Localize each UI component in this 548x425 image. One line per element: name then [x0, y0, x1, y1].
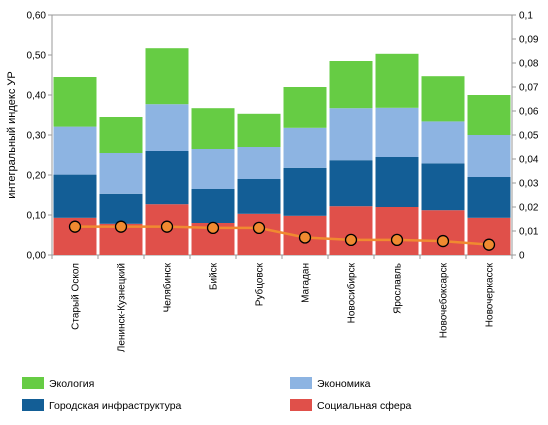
legend-swatch: [290, 399, 312, 411]
chart-bars: [53, 48, 511, 255]
y-tick-label: 0,50: [27, 51, 47, 62]
line-marker: [252, 221, 266, 235]
chart-labels: 0,00 0,10 0,20 0,30 0,40 0,50 0,60 0 0,01 0,02 0,0…: [27, 11, 539, 353]
x-tick-label: Новосибирск: [346, 262, 358, 323]
bar-segment: [375, 207, 419, 255]
bar-segment: [145, 48, 189, 105]
legend-label: Экология: [49, 378, 94, 390]
bar-segment: [99, 117, 143, 153]
line-marker: [68, 220, 82, 233]
line-marker: [298, 231, 312, 244]
line-marker: [206, 221, 220, 235]
legend-swatch: [290, 377, 312, 389]
chart-axes: [48, 14, 516, 259]
y2-tick-label: 0,03: [519, 179, 539, 190]
bar-segment: [237, 147, 281, 179]
legend-label: Социальная сфера: [317, 400, 412, 412]
chart-line: [68, 220, 496, 251]
bar-segment: [53, 77, 97, 127]
x-tick-label: Магадан: [301, 263, 312, 303]
bar-segment: [145, 151, 189, 205]
x-tick-label: Челябинск: [162, 262, 174, 312]
bar-segment: [283, 167, 327, 216]
bar-segment: [375, 157, 419, 207]
bar-segment: [329, 61, 373, 109]
legend: Экология Экономика Городская инфраструктур…: [22, 377, 412, 412]
y2-tick-label: 0,07: [519, 83, 539, 94]
bar-segment: [99, 153, 143, 194]
x-tick-label: Ярославль: [393, 263, 404, 314]
legend-label: Экономика: [317, 378, 371, 390]
line-marker: [390, 233, 404, 247]
bar-segment: [421, 76, 465, 122]
y2-tick-label: 0,08: [519, 59, 539, 70]
line-marker: [114, 220, 128, 233]
legend-swatch: [22, 377, 44, 389]
bar-segment: [421, 210, 465, 255]
y-tick-label: 0,00: [27, 251, 47, 262]
y-axis-title: интегральный индекс УР: [6, 71, 18, 198]
legend-label: Городская инфраструктура: [49, 400, 182, 412]
y-tick-label: 0,60: [27, 11, 47, 22]
bar-segment: [237, 113, 281, 147]
x-tick-label: Бийск: [209, 262, 220, 290]
y2-tick-label: 0,1: [519, 11, 533, 22]
bar-segment: [421, 163, 465, 211]
bar-segment: [283, 87, 327, 128]
bar-segment: [329, 108, 373, 161]
bar-segment: [237, 213, 281, 255]
line-marker: [344, 233, 358, 247]
y2-tick-label: 0,09: [519, 35, 539, 46]
bar-segment: [375, 107, 419, 157]
x-tick-label: Новочеркасск: [485, 262, 496, 327]
bar-segment: [467, 135, 511, 177]
y2-tick-label: 0,05: [519, 131, 539, 142]
bar-segment: [467, 95, 511, 135]
bar-segment: [191, 108, 235, 149]
y2-tick-label: 0,04: [519, 155, 539, 166]
bar-segment: [375, 53, 419, 108]
bar-segment: [191, 189, 235, 223]
bar-segment: [467, 177, 511, 218]
bar-segment: [145, 104, 189, 151]
bar-segment: [329, 160, 373, 207]
y-tick-label: 0,40: [27, 91, 47, 102]
y2-tick-label: 0,02: [519, 203, 539, 214]
bar-segment: [329, 206, 373, 255]
x-tick-label: Рубцовск: [254, 262, 266, 306]
bar-segment: [99, 193, 143, 224]
y2-tick-label: 0,01: [519, 227, 539, 238]
y2-tick-label: 0,06: [519, 107, 539, 118]
y-tick-label: 0,20: [27, 171, 47, 182]
legend-swatch: [22, 399, 44, 411]
line-marker: [436, 234, 450, 248]
y2-tick-label: 0: [519, 251, 525, 262]
y-tick-label: 0,30: [27, 131, 47, 142]
bar-segment: [191, 149, 235, 189]
x-tick-label: Новочебоксарск: [438, 262, 450, 338]
bar-segment: [53, 126, 97, 175]
bar-segment: [421, 121, 465, 164]
line-marker: [482, 238, 496, 251]
line-series: [75, 225, 490, 246]
line-marker: [160, 220, 174, 233]
x-tick-label: Ленинск-Кузнецкий: [117, 263, 128, 352]
bar-segment: [53, 174, 97, 218]
y-tick-label: 0,10: [27, 211, 47, 222]
x-tick-label: Старый Оскол: [71, 263, 82, 330]
bar-segment: [237, 179, 281, 214]
bar-segment: [283, 127, 327, 168]
